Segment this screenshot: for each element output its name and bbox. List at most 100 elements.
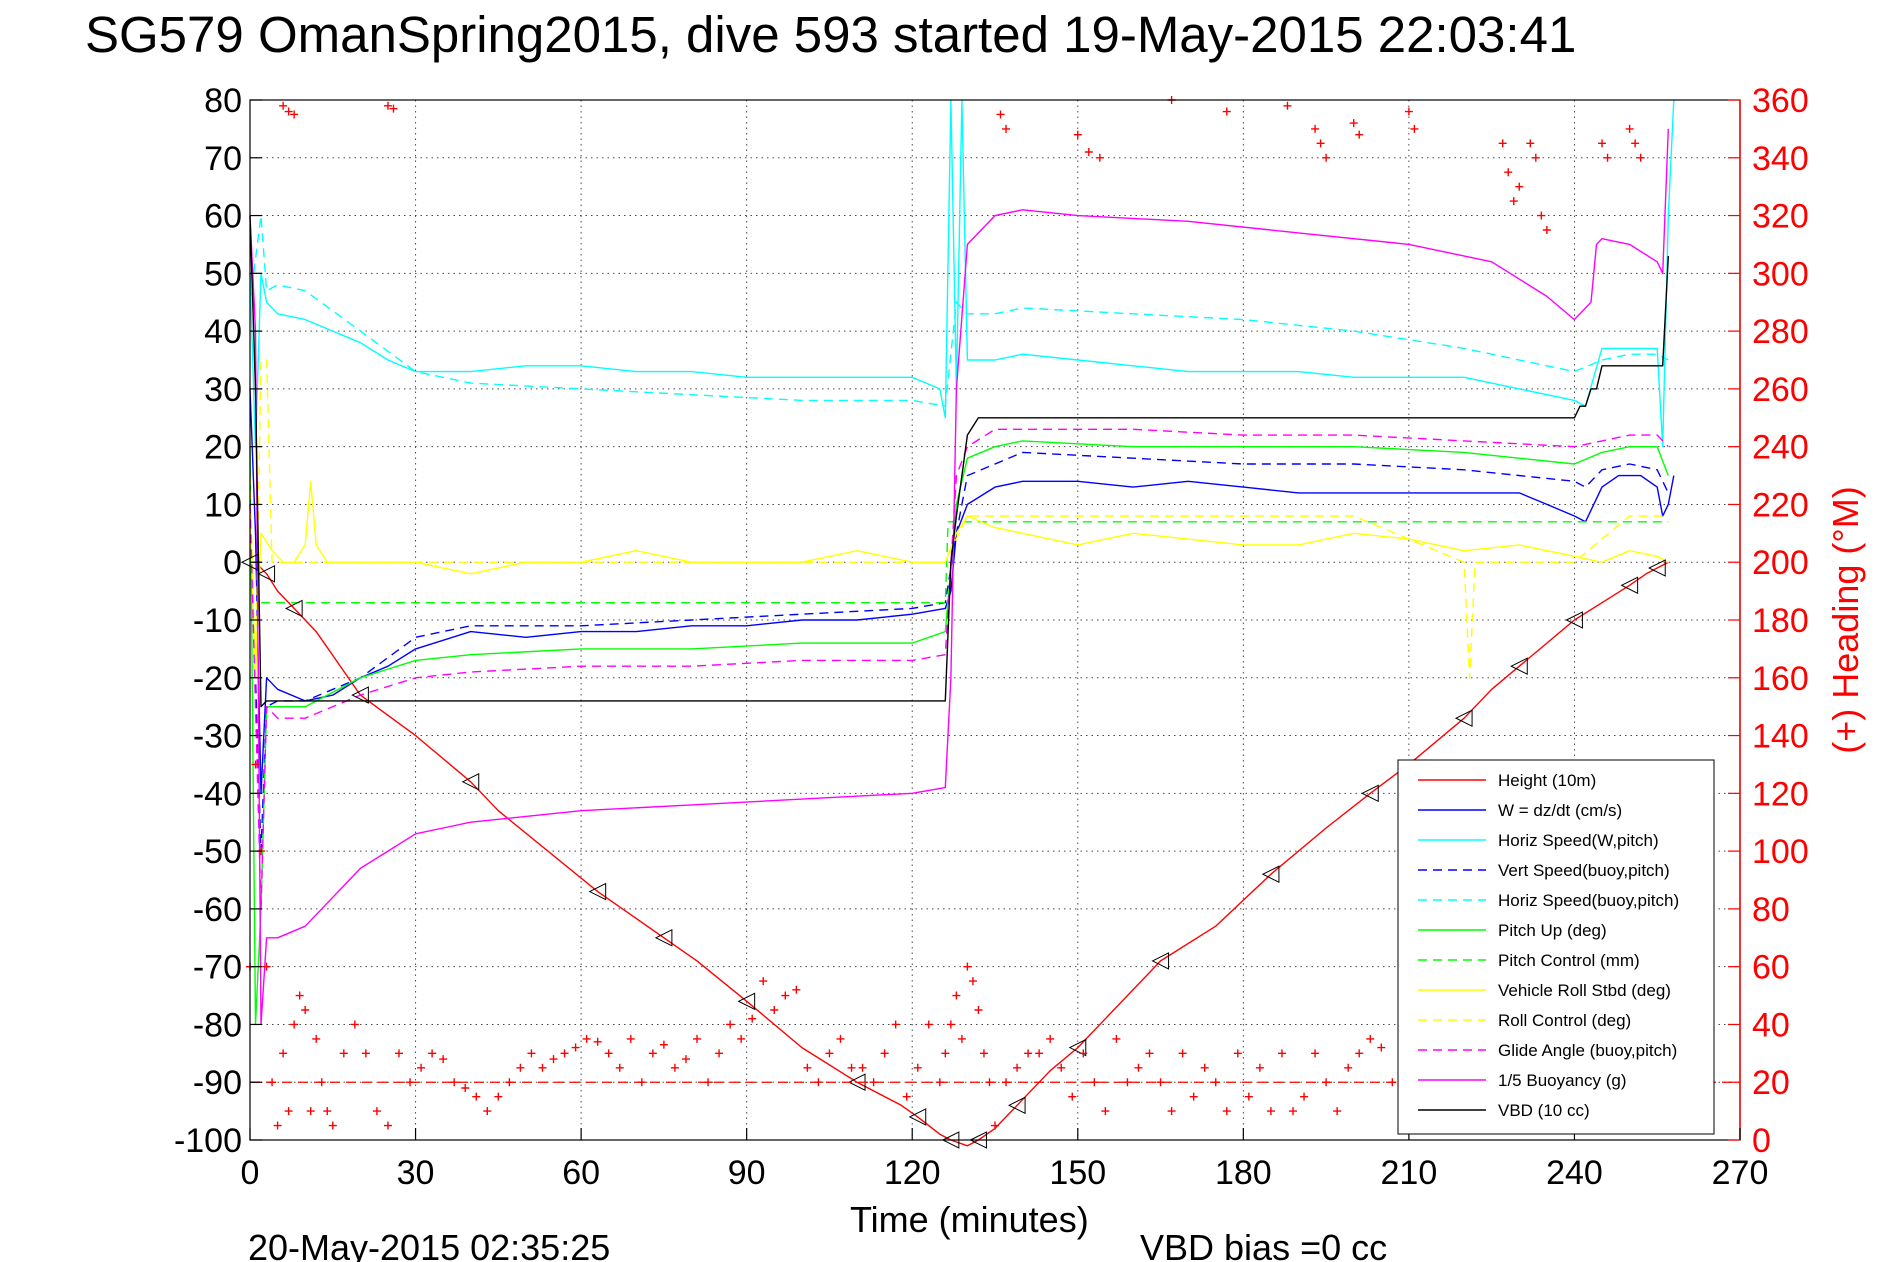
heading-point	[279, 101, 288, 110]
legend-box	[1397, 759, 1715, 1135]
heading-point	[1283, 101, 1292, 110]
heading-point	[1024, 1049, 1033, 1058]
heading-point	[1057, 1063, 1066, 1072]
heading-point	[681, 1055, 690, 1064]
heading-point	[549, 1055, 558, 1064]
legend: Height (10m) W = dz/dt (cm/s) Horiz Speed(…	[1397, 759, 1715, 1135]
y-tick-label: 0	[223, 544, 242, 582]
legend-label: W = dz/dt (cm/s)	[1498, 801, 1622, 820]
y-tick-label: -20	[193, 660, 242, 698]
y-tick-label: 10	[204, 486, 242, 524]
y-tick-label: -40	[193, 775, 242, 813]
height-marker	[654, 928, 673, 947]
heading-point	[1244, 1092, 1253, 1101]
series-line	[249, 214, 1669, 407]
height-marker	[1068, 1038, 1087, 1057]
heading-point	[389, 104, 398, 113]
heading-point	[1598, 139, 1607, 148]
height-marker	[1261, 865, 1280, 884]
heading-point	[935, 1078, 944, 1087]
height-marker	[1007, 1096, 1026, 1115]
heading-point	[1013, 1063, 1022, 1072]
right-tick-label: 0	[1752, 1122, 1771, 1160]
series-line	[261, 521, 1669, 604]
heading-point	[1509, 197, 1518, 206]
heading-point	[301, 1006, 310, 1014]
legend-label: Vehicle Roll Stbd (deg)	[1498, 981, 1671, 1000]
heading-point	[968, 977, 977, 986]
heading-point	[615, 1063, 624, 1072]
heading-point	[516, 1063, 525, 1072]
heading-point	[571, 1043, 580, 1052]
heading-point	[395, 1049, 403, 1058]
x-tick-label: 270	[1712, 1154, 1769, 1192]
heading-point	[472, 1092, 481, 1101]
series-line	[249, 440, 1669, 1026]
heading-point	[262, 962, 271, 971]
heading-point	[268, 1078, 277, 1087]
right-tick-label: 160	[1752, 660, 1809, 698]
heading-point	[1079, 1049, 1088, 1058]
heading-point	[792, 985, 801, 994]
heading-point	[770, 1006, 779, 1014]
height-marker	[737, 992, 756, 1011]
heading-point	[858, 1063, 867, 1072]
right-tick-label: 340	[1752, 140, 1809, 178]
heading-point	[290, 110, 299, 119]
y-tick-label: -60	[193, 891, 242, 929]
heading-point	[1349, 119, 1358, 128]
height-marker	[1620, 576, 1639, 595]
heading-point	[604, 1049, 613, 1058]
x-tick-label: 120	[884, 1154, 941, 1192]
heading-point	[963, 962, 972, 971]
heading-point	[1211, 1078, 1220, 1087]
heading-point	[825, 1049, 834, 1058]
right-tick-label: 180	[1752, 602, 1809, 640]
heading-point	[941, 1049, 950, 1058]
heading-point	[659, 1040, 668, 1049]
heading-point	[759, 977, 768, 986]
heading-point	[284, 107, 293, 116]
heading-point	[1178, 1049, 1187, 1058]
heading-point	[1035, 1049, 1044, 1058]
heading-point	[1625, 124, 1634, 133]
heading-point	[637, 1078, 646, 1087]
right-tick-label: 300	[1752, 255, 1809, 293]
right-tick-label: 120	[1752, 775, 1809, 813]
heading-point	[648, 1049, 657, 1058]
y-tick-label: -80	[193, 1006, 242, 1044]
ticks-layer: 80706050403020100-10-20-30-40-50-60-70-8…	[174, 82, 1809, 1192]
height-marker	[461, 772, 480, 791]
heading-point	[985, 1078, 994, 1087]
heading-point	[361, 1049, 370, 1058]
heading-point	[1002, 124, 1011, 133]
y-tick-label: 50	[204, 255, 242, 293]
marker-layer	[240, 553, 1666, 1149]
heading-point	[582, 1034, 591, 1043]
heading-point	[1404, 107, 1413, 116]
heading-point	[1410, 124, 1419, 133]
heading-point	[1388, 1078, 1397, 1087]
heading-point	[1311, 124, 1320, 133]
heading-point	[350, 1020, 359, 1029]
heading-point	[1333, 1107, 1342, 1116]
heading-point	[295, 991, 304, 1000]
height-marker	[1510, 657, 1528, 676]
x-tick-label: 60	[562, 1154, 600, 1192]
heading-point	[869, 1078, 878, 1087]
heading-point	[670, 1063, 679, 1072]
x-tick-label: 150	[1049, 1154, 1106, 1192]
heading-point	[1134, 1063, 1143, 1072]
heading-point	[251, 760, 260, 769]
y-tick-label: -50	[193, 833, 242, 871]
y-tick-label: -70	[193, 949, 242, 987]
heading-point	[1101, 1107, 1110, 1116]
height-marker	[285, 599, 303, 618]
heading-point	[417, 1063, 426, 1072]
right-tick-label: 60	[1752, 949, 1790, 987]
heading-point	[996, 110, 1005, 119]
heading-point	[1277, 1049, 1286, 1058]
series-line	[249, 451, 1669, 852]
heading-point	[1311, 1049, 1320, 1058]
heading-point	[1167, 1107, 1176, 1116]
